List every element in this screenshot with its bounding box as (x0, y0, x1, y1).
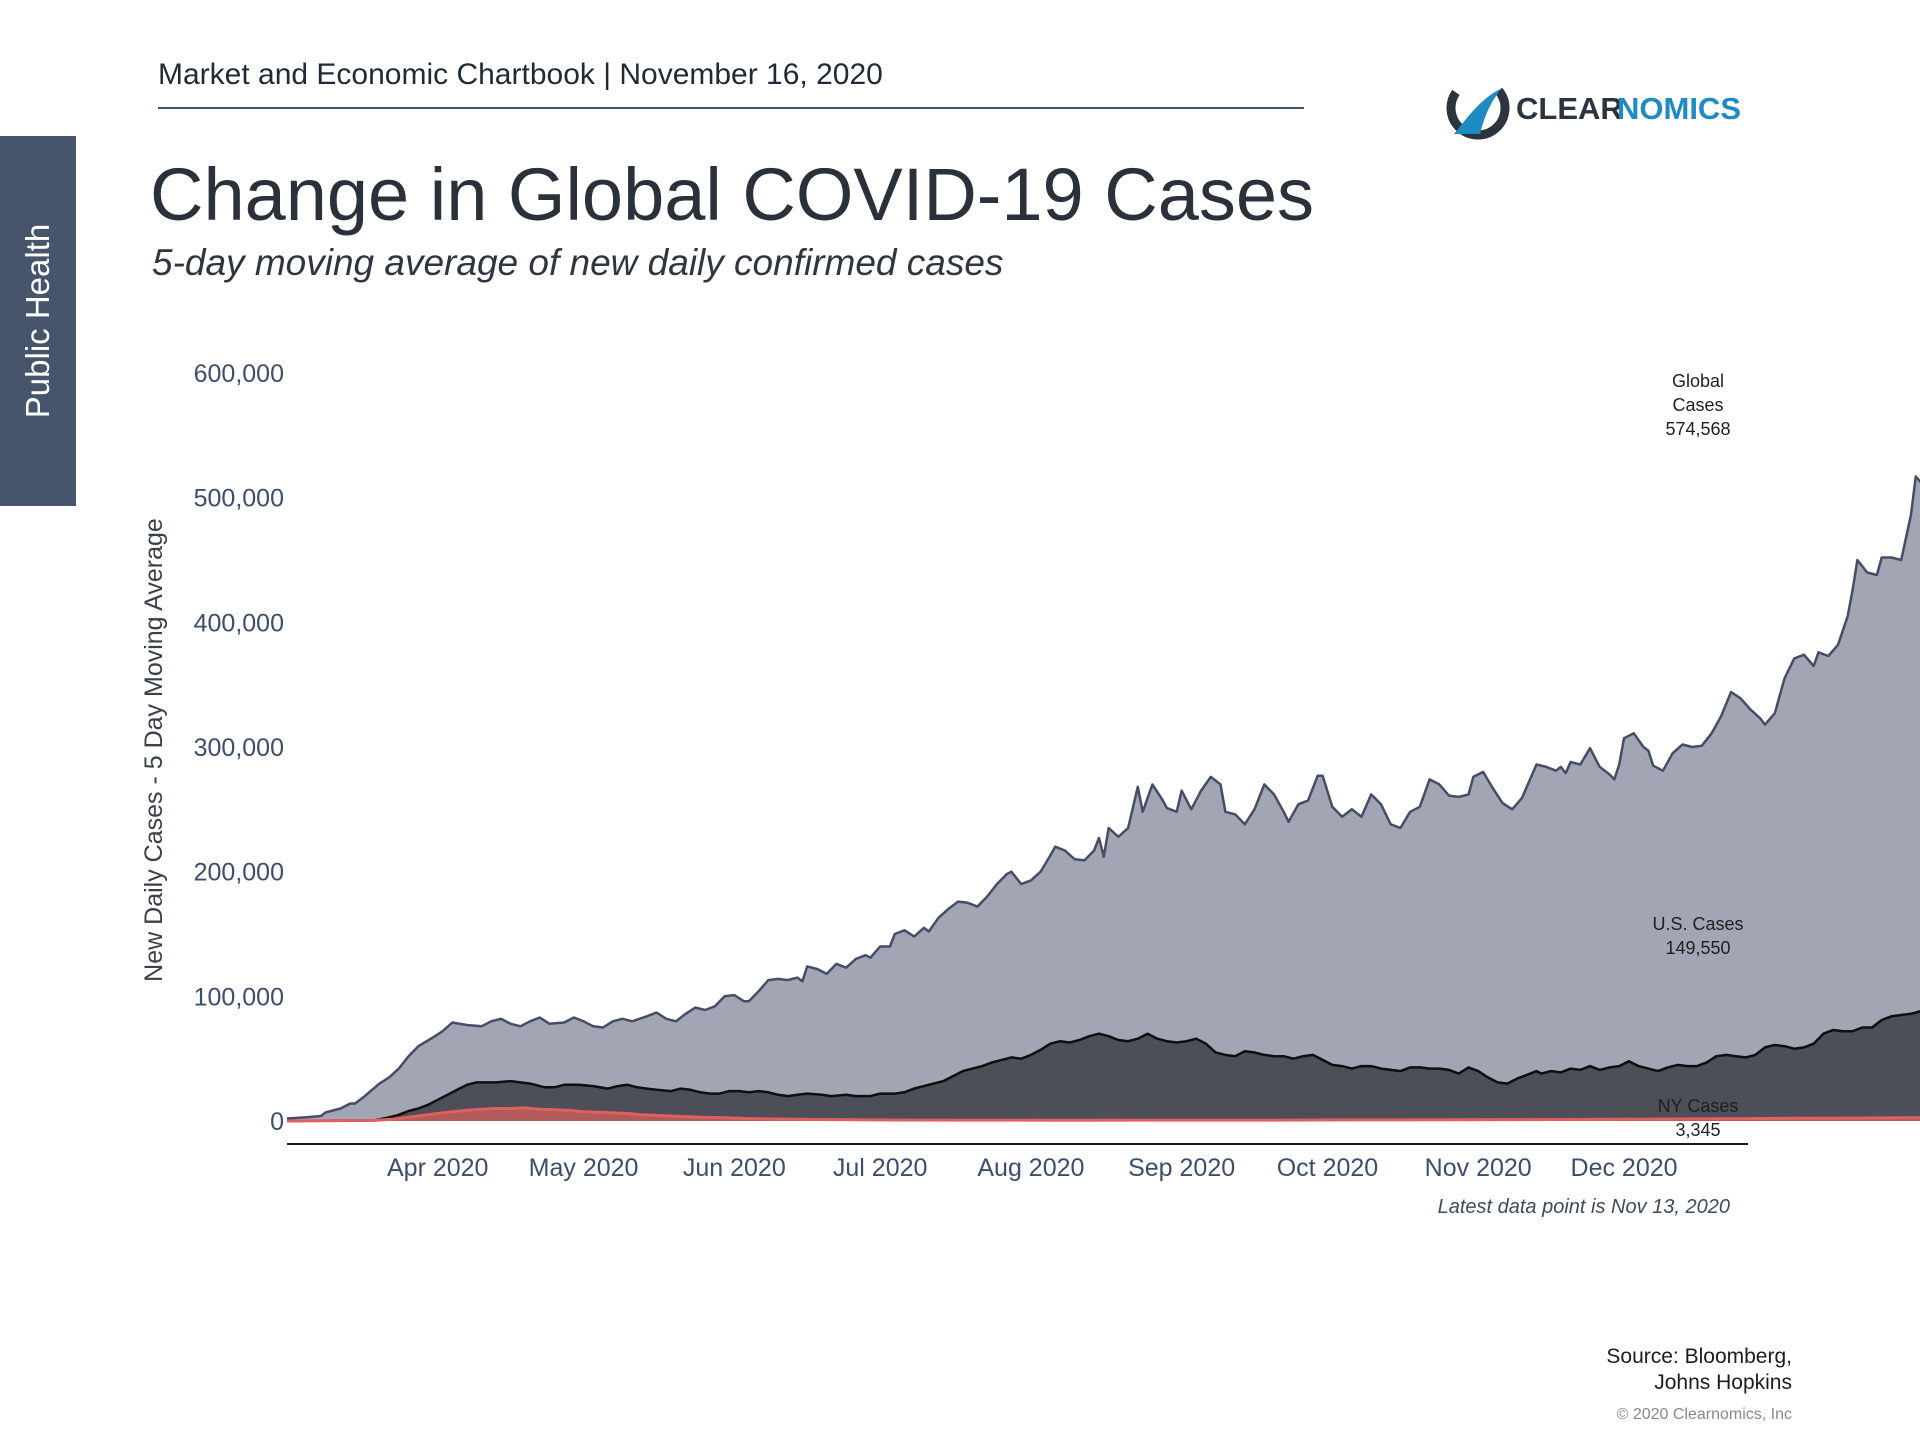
page-title: Change in Global COVID-19 Cases (150, 153, 1315, 236)
source-line-2: Johns Hopkins (1654, 1371, 1792, 1394)
clearnomics-logo: CLEAR NOMICS (1446, 76, 1741, 140)
us-cases-line (286, 1010, 1920, 1123)
global-cases-area (287, 476, 1920, 1121)
x-tick-label: May 2020 (529, 1154, 639, 1182)
y-tick-label: 300,000 (194, 734, 284, 762)
x-tick-label: Nov 2020 (1425, 1154, 1532, 1182)
logo-text-nomics: NOMICS (1617, 91, 1741, 126)
ny-cases-line (286, 1106, 1920, 1123)
chartbook-header: Market and Economic Chartbook | November… (158, 58, 883, 91)
us-cases-area (287, 1011, 1920, 1121)
source-note: Source: Bloomberg, Johns Hopkins (1606, 1344, 1792, 1396)
series-label-line: 574,568 (1665, 419, 1730, 439)
series-label-line: NY Cases (1658, 1096, 1739, 1116)
y-tick-label: 200,000 (194, 859, 284, 887)
y-tick-label: 100,000 (194, 983, 284, 1011)
series-label-line: 3,345 (1675, 1120, 1720, 1140)
y-tick-label: 600,000 (194, 360, 284, 388)
side-tab (0, 136, 76, 506)
ny-cases-label: NY Cases 3,345 (1658, 1096, 1739, 1140)
y-tick-label: 0 (270, 1108, 284, 1136)
copyright: © 2020 Clearnomics, Inc (1616, 1406, 1792, 1423)
x-tick-label: Dec 2020 (1571, 1154, 1678, 1182)
series-label-line: Global (1672, 371, 1724, 391)
x-tick-label: Aug 2020 (977, 1154, 1084, 1182)
series-label-line: U.S. Cases (1652, 914, 1743, 934)
y-axis-label: New Daily Cases - 5 Day Moving Average (140, 518, 168, 982)
y-tick-label: 400,000 (194, 609, 284, 637)
source-line-1: Source: Bloomberg, (1606, 1345, 1792, 1368)
x-tick-label: Apr 2020 (387, 1154, 488, 1182)
y-tick-label: 500,000 (194, 485, 284, 513)
global-cases-line (286, 475, 1920, 1120)
us-cases-label: U.S. Cases 149,550 (1652, 914, 1743, 958)
series-label-line: 149,550 (1665, 938, 1730, 958)
series-label-line: Cases (1672, 395, 1723, 415)
x-tick-label: Jul 2020 (833, 1154, 928, 1182)
x-tick-label: Sep 2020 (1128, 1154, 1235, 1182)
global-cases-label: Global Cases 574,568 (1665, 371, 1730, 439)
x-tick-label: Jun 2020 (683, 1154, 786, 1182)
logo-text-clear: CLEAR (1516, 91, 1623, 126)
header-divider (158, 107, 1304, 109)
latest-data-note: Latest data point is Nov 13, 2020 (1438, 1196, 1730, 1218)
clearnomics-logo-icon (1446, 76, 1510, 140)
x-tick-label: Oct 2020 (1277, 1154, 1378, 1182)
page-subtitle: 5-day moving average of new daily confir… (152, 242, 1004, 283)
